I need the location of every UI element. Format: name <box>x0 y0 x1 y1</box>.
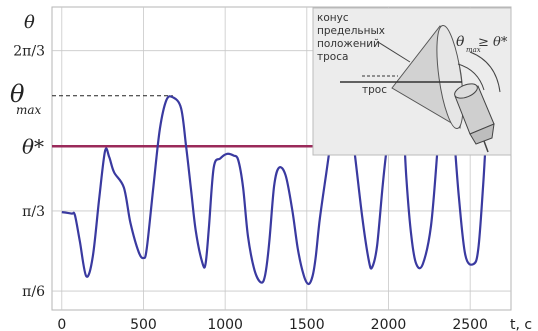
inset-rope-label: трос <box>362 84 387 96</box>
x-tick-label: 2500 <box>452 317 488 331</box>
inset-angle-rest: ≥ θ* <box>478 35 508 50</box>
inset-cone-label-4: троса <box>317 51 348 63</box>
series-line-0 <box>61 68 504 286</box>
x-tick-label: 0 <box>57 317 66 331</box>
angle-arc-icon <box>457 63 485 91</box>
x-tick-label: 500 <box>130 317 157 331</box>
inset-cone-label-1: конус <box>317 12 349 24</box>
x-tick-label: 1000 <box>207 317 243 331</box>
x-tick-label: 1500 <box>289 317 325 331</box>
inset-angle-label: θ <box>456 34 465 50</box>
theta-star-label: θ* <box>22 134 44 158</box>
cone-rim <box>436 24 464 130</box>
x-tick-label: 2000 <box>371 317 407 331</box>
y-tick-labels: π/6 π/3 2π/3 <box>13 44 45 300</box>
payload-device-icon <box>454 83 495 153</box>
angle-arc-icon-2 <box>469 51 501 93</box>
inset-angle-sub: max <box>466 46 481 54</box>
y-tick-label: π/3 <box>22 204 45 220</box>
inset-cone-label-2: предельных <box>317 25 385 37</box>
inset-cone-label-3: положений <box>317 38 380 50</box>
cone-pointer-line <box>377 41 411 63</box>
y-tick-label: π/6 <box>22 284 45 300</box>
theta-max-subscript: max <box>16 103 42 117</box>
x-tick-labels: 0 500 1000 1500 2000 2500 <box>57 317 488 331</box>
inset-illustration: конус предельных положений троса трос θ … <box>312 7 512 156</box>
theta-max-label: θ <box>10 80 25 108</box>
y-tick-label: 2π/3 <box>13 44 45 60</box>
y-axis-label: θ <box>24 12 35 33</box>
x-axis-label: t, c <box>510 317 532 331</box>
series-layer <box>61 68 504 286</box>
